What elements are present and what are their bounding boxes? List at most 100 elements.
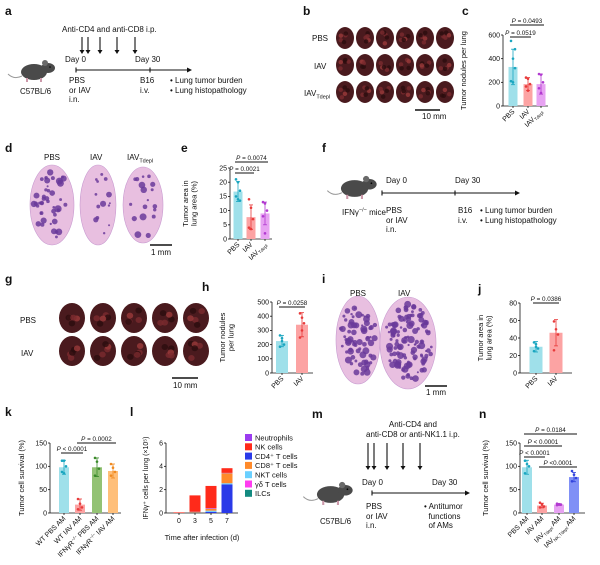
stacked-bar-segment (206, 511, 217, 512)
category-label: PBS (502, 108, 517, 123)
lung-spot (426, 91, 431, 95)
histology-label-iav: IAV (90, 153, 102, 163)
strain-label: C57BL/6 (20, 87, 51, 97)
tumor-nodule (355, 311, 362, 318)
tumor-nodule (57, 208, 60, 211)
tumor-nodule (350, 313, 352, 315)
tumor-nodule (430, 346, 433, 349)
data-point (301, 329, 304, 332)
arrow-head-icon (98, 50, 103, 54)
stacked-bar-segment (190, 495, 201, 511)
category-label: PBS (271, 375, 286, 390)
tumor-nodule (366, 361, 369, 364)
tumor-nodule (40, 211, 44, 215)
y-axis-label: Tumor cell survival (%) (17, 440, 26, 516)
data-point (264, 202, 267, 205)
tumor-nodule (147, 175, 151, 179)
y-tick-label: 0 (223, 236, 227, 243)
legend-swatch (245, 443, 252, 450)
data-point (110, 474, 113, 477)
category-label: IAV (547, 375, 560, 388)
y-tick-label: 15 (219, 194, 227, 201)
data-point (539, 501, 542, 504)
data-point (557, 333, 560, 336)
legend-swatch (245, 481, 252, 488)
lung-spot (399, 62, 404, 66)
panel-label-m: m (312, 407, 323, 421)
tumor-nodule (357, 339, 363, 345)
data-point (540, 92, 543, 95)
tumor-nodule (95, 178, 98, 181)
y-tick-label: 20 (509, 353, 517, 360)
data-point (527, 77, 530, 80)
tumor-nodule (386, 343, 393, 350)
tumor-nodule (129, 203, 132, 206)
lung-spot (365, 34, 370, 38)
data-point (535, 343, 538, 346)
y-tick-label: 0 (159, 510, 163, 517)
tumor-nodule (363, 316, 370, 323)
tumor-nodule (426, 357, 428, 359)
data-point (235, 178, 238, 181)
mouse-ear (339, 482, 345, 488)
lung-spot (343, 92, 348, 96)
arrow-head-icon (385, 466, 390, 470)
tumor-nodule (426, 348, 431, 353)
tumor-nodule (152, 215, 156, 219)
tumor-nodule (150, 182, 155, 187)
lung-spot (447, 92, 452, 96)
stacked-bar-segment (206, 486, 217, 508)
tumor-nodule (342, 315, 345, 318)
panel-label-a: a (5, 4, 12, 18)
lung-spot (425, 64, 430, 68)
lung-spot (125, 319, 132, 325)
mouse-foot (322, 501, 324, 505)
arrow-head-icon (418, 466, 423, 470)
tumor-nodule (47, 169, 53, 175)
tumor-nodule (403, 328, 408, 333)
y-tick-label: 40 (509, 335, 517, 342)
tumor-nodule (47, 185, 49, 187)
tumor-nodule (406, 322, 413, 329)
tumor-nodule (351, 355, 356, 360)
tumor-nodule (96, 205, 100, 209)
legend-swatch (245, 434, 252, 441)
lung-spot (363, 93, 368, 97)
panel-label-n: n (479, 407, 486, 421)
p-value: P = 0.0184 (535, 427, 566, 434)
y-tick-label: 150 (505, 440, 517, 447)
strain-label: IFNγ−/− mice (342, 208, 386, 218)
arrow-head-icon (80, 50, 85, 54)
data-point (524, 472, 527, 475)
legend-label: ILCs (255, 489, 271, 498)
mouse-tail (303, 497, 318, 501)
stacked-bar-segment (206, 508, 217, 509)
panel-label-k: k (5, 405, 12, 419)
y-axis-label: Tumor nodules per lung (459, 31, 468, 110)
lung-spot (402, 38, 407, 42)
histology-iav-tdepl (123, 167, 163, 243)
lung-spot (422, 40, 427, 44)
stacked-bar-segment (222, 484, 233, 513)
lung-spot (407, 86, 412, 90)
y-tick-label: 50 (509, 487, 517, 494)
data-point (279, 334, 282, 337)
p-value: P = 0.0002 (81, 436, 112, 443)
mouse-icon (327, 176, 376, 199)
tumor-nodule (53, 213, 57, 217)
lung-spot (401, 89, 406, 93)
mouse-icon (303, 482, 352, 505)
tumor-nodule (410, 350, 415, 355)
tumor-nodule (411, 304, 416, 309)
data-point (514, 67, 517, 70)
tumor-nodule (109, 202, 111, 204)
tumor-nodule (397, 330, 400, 333)
tumor-nodule (365, 336, 370, 341)
tumor-nodule (406, 316, 411, 321)
tumor-nodule (34, 193, 40, 199)
tumor-nodule (59, 198, 62, 201)
readout-1: • Lung tumor burden (480, 206, 553, 216)
infection-label: PBS or IAV i.n. (386, 206, 408, 235)
tumor-nodule (385, 326, 388, 329)
tumor-nodule (40, 202, 43, 205)
